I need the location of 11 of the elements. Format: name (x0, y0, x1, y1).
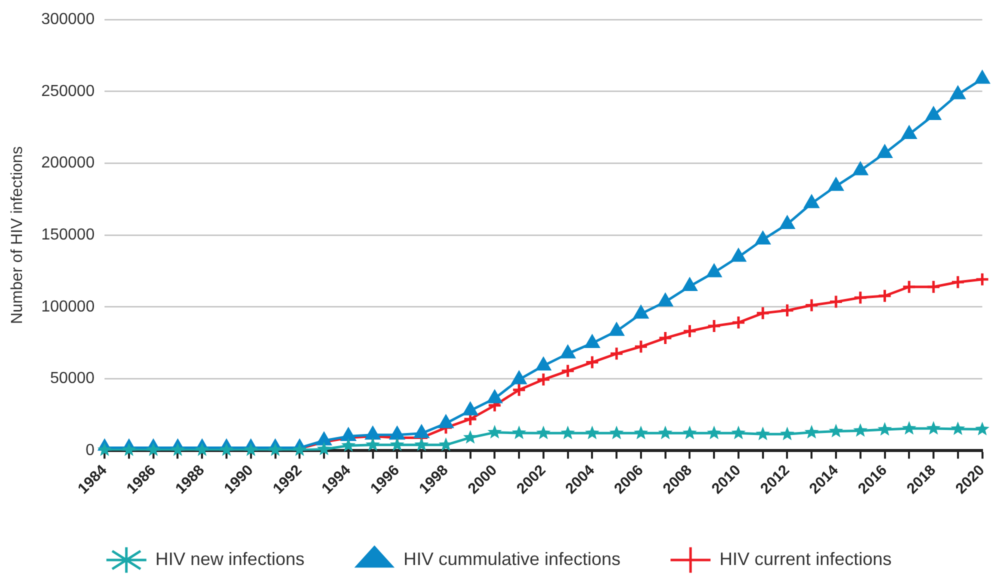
legend-label: HIV new infections (155, 548, 304, 569)
legend-label: HIV cummulative infections (403, 548, 621, 569)
y-axis-title: Number of HIV infections (9, 146, 26, 324)
y-tick-label: 0 (86, 442, 95, 460)
y-tick-label: 250000 (41, 82, 95, 100)
y-tick-label: 50000 (50, 370, 95, 388)
y-tick-label: 100000 (41, 298, 95, 316)
legend-label: HIV current infections (720, 548, 892, 569)
y-tick-label: 300000 (41, 11, 95, 28)
y-tick-label: 150000 (41, 226, 95, 244)
y-tick-label: 200000 (41, 154, 95, 172)
